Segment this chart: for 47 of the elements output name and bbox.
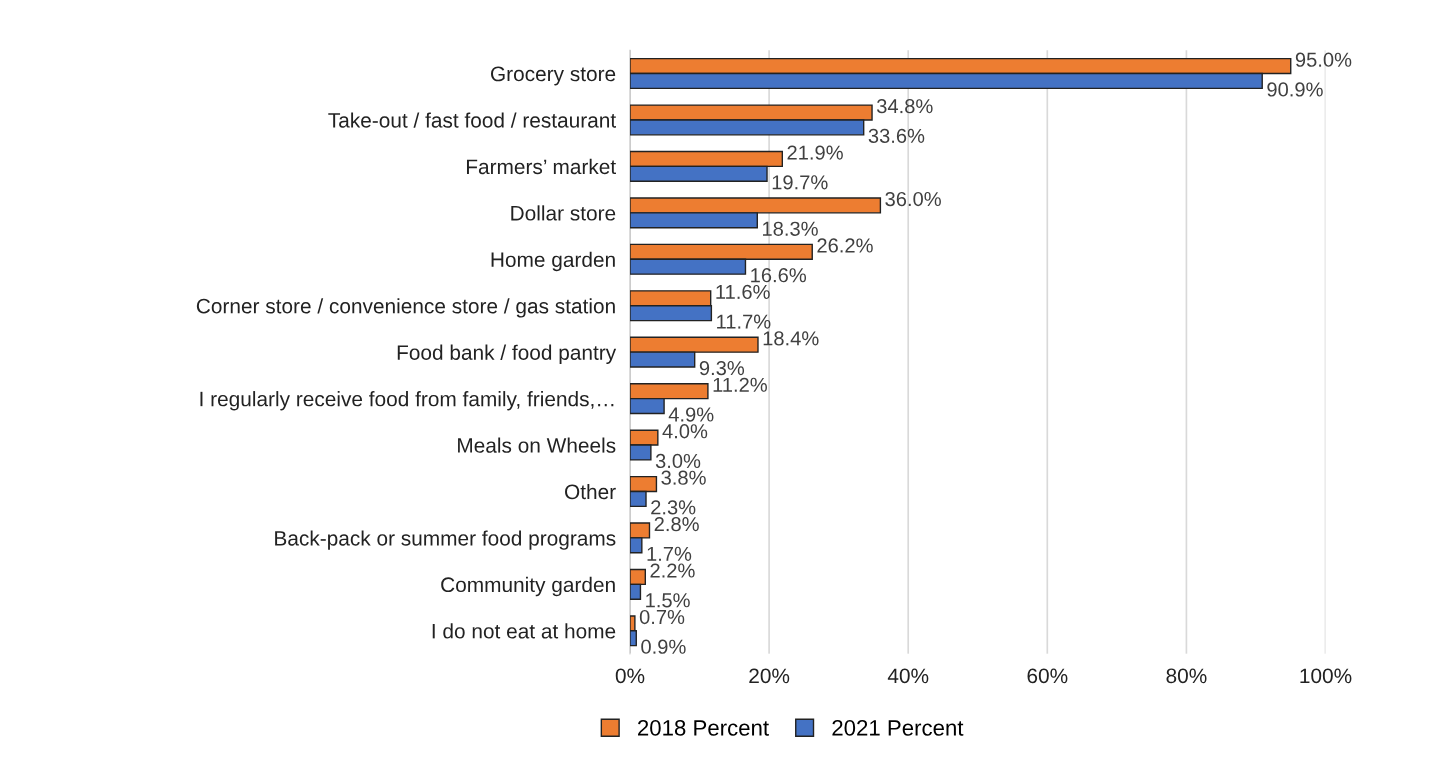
y-tick-label: Other [565,483,616,500]
y-tick-label: I regularly receive food from family, friends,… [200,391,614,411]
x-tick-label: 40% [887,668,929,684]
y-tick-label: I do not eat at home [432,623,616,639]
data-label: 9.3% [699,360,745,376]
data-label: 1.5% [646,593,690,608]
data-label: 33.6% [868,128,925,144]
y-tick-label: Dollar store [511,205,616,221]
x-tick-label: 60% [1027,668,1068,684]
data-label: 4.0% [662,424,708,439]
data-label: 11.6% [716,284,770,300]
y-tick-label: Home garden [491,251,615,272]
y-tick-label: Community garden [441,576,615,597]
data-label: 90.9% [1267,82,1323,97]
y-tick-label: Corner store / convenience store / gas station [196,298,615,318]
x-tick-label: 0% [615,668,645,684]
y-tick-label: Food bank / food pantry [397,344,617,365]
legend-label: 2021 Percent [832,720,964,736]
data-label: 34.8% [876,99,933,114]
data-label: 0.9% [641,639,686,654]
x-tick-label: 20% [749,668,790,684]
data-label: 36.0% [885,191,941,207]
y-tick-label: Meals on Wheels [458,437,616,453]
data-label: 2.2% [650,563,695,578]
data-label: 4.9% [668,407,714,422]
data-label: 26.2% [817,238,873,253]
data-label: 18.3% [763,221,818,236]
data-label: 95.0% [1295,52,1352,67]
data-label: 2.3% [651,500,696,515]
data-label: 16.6% [751,268,807,283]
y-tick-label: Farmers’ market [467,158,616,175]
x-tick-label: 80% [1166,668,1207,684]
data-label: 21.9% [787,145,843,160]
y-tick-label: Grocery store [490,66,616,86]
data-label: 3.0% [655,453,701,469]
data-label: 0.7% [639,609,685,625]
y-tick-label: Back-pack or summer food programs [275,530,616,550]
data-label: 2.8% [654,517,699,532]
data-label: 11.2% [713,377,767,392]
y-tick-label: Take-out / fast food / restaurant [328,112,616,128]
legend-label: 2018 Percent [638,720,769,736]
x-tick-label: 100% [1300,668,1352,684]
data-label: 3.8% [661,470,706,485]
data-label: 11.7% [717,314,771,329]
data-label: 1.7% [647,546,692,561]
data-label: 19.7% [772,175,828,190]
data-label: 18.4% [763,331,819,346]
